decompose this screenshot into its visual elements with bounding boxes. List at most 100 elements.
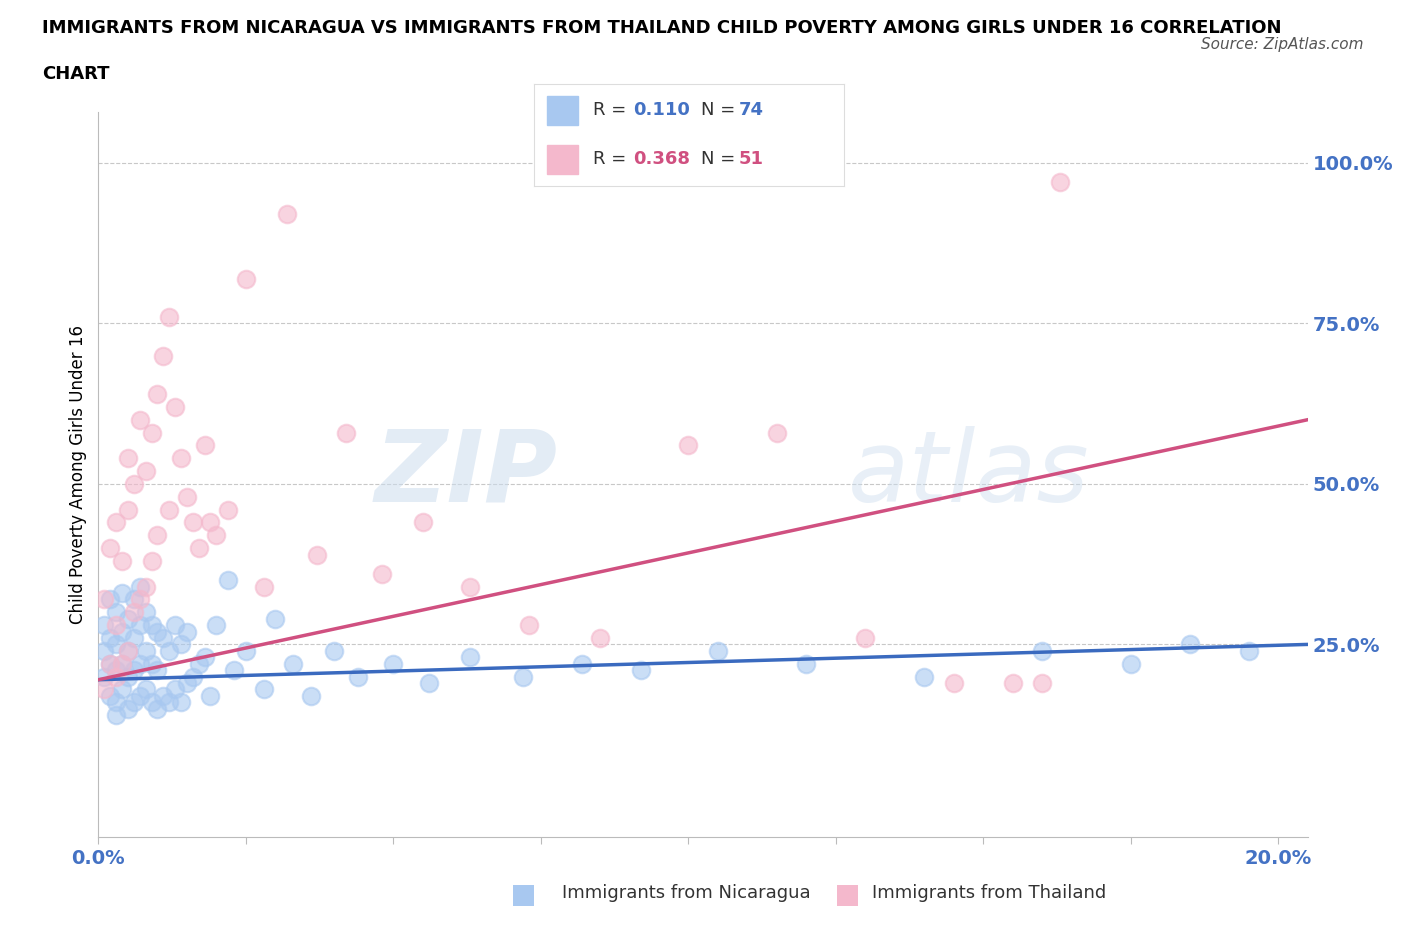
Point (217, 502, 239, 517)
Point (299, 688, 322, 703)
Point (323, 644, 346, 658)
Point (200, 515, 222, 530)
Point (98, 688, 121, 703)
Point (117, 502, 139, 517)
Point (105, 618, 128, 632)
Point (152, 688, 174, 703)
Text: R =: R = (593, 101, 633, 119)
Point (157, 502, 180, 517)
Point (128, 412, 150, 427)
Point (98, 657, 121, 671)
Text: ZIP: ZIP (375, 426, 558, 523)
Point (105, 708, 128, 723)
Text: 0.110: 0.110 (633, 101, 690, 119)
Point (105, 669, 128, 684)
Point (412, 515, 434, 530)
Text: IMMIGRANTS FROM NICARAGUA VS IMMIGRANTS FROM THAILAND CHILD POVERTY AMONG GIRLS : IMMIGRANTS FROM NICARAGUA VS IMMIGRANTS … (42, 19, 1282, 36)
Point (93, 592, 115, 607)
Point (194, 650, 217, 665)
Text: Immigrants from Nicaragua: Immigrants from Nicaragua (562, 884, 811, 902)
Point (370, 566, 392, 581)
Point (181, 669, 204, 684)
Point (335, 425, 357, 440)
Text: R =: R = (593, 151, 633, 168)
Point (942, 675, 965, 690)
Point (141, 618, 163, 632)
Point (128, 618, 150, 632)
Point (706, 644, 728, 658)
Point (1031, 675, 1053, 690)
Text: CHART: CHART (42, 65, 110, 83)
Point (152, 348, 174, 363)
Point (135, 644, 157, 658)
Point (281, 657, 304, 671)
Point (135, 464, 157, 479)
Point (912, 669, 935, 684)
Point (93, 618, 115, 632)
Point (1001, 675, 1024, 690)
Point (187, 657, 209, 671)
Point (105, 604, 128, 619)
Point (122, 631, 145, 645)
Point (678, 438, 700, 453)
Point (152, 631, 174, 645)
Point (111, 657, 134, 671)
Point (165, 400, 187, 415)
Point (146, 387, 169, 402)
Text: Immigrants from Thailand: Immigrants from Thailand (872, 884, 1107, 902)
Point (98, 657, 121, 671)
Point (205, 618, 228, 632)
Point (517, 618, 540, 632)
Point (128, 579, 150, 594)
Point (141, 657, 163, 671)
Point (111, 682, 134, 697)
Point (93, 669, 115, 684)
Text: atlas: atlas (848, 426, 1090, 523)
Point (181, 515, 204, 530)
Point (853, 631, 876, 645)
Point (135, 604, 157, 619)
Point (111, 553, 134, 568)
Point (93, 644, 115, 658)
Point (111, 586, 134, 601)
Point (276, 206, 298, 221)
Bar (547, 145, 578, 174)
Point (347, 669, 370, 684)
Point (176, 675, 198, 690)
Point (458, 579, 481, 594)
Point (128, 592, 150, 607)
Point (135, 579, 157, 594)
Text: 0.368: 0.368 (633, 151, 690, 168)
Point (176, 489, 198, 504)
Point (117, 451, 139, 466)
Point (111, 657, 134, 671)
Point (128, 657, 150, 671)
Text: N =: N = (702, 101, 741, 119)
Point (157, 644, 180, 658)
Point (252, 682, 274, 697)
Point (105, 663, 128, 678)
Point (170, 637, 193, 652)
Point (135, 682, 157, 697)
Point (458, 650, 481, 665)
Point (141, 553, 163, 568)
Point (187, 540, 209, 555)
Point (1049, 175, 1071, 190)
Point (264, 611, 287, 626)
Point (176, 624, 198, 639)
Point (165, 618, 187, 632)
Point (382, 657, 405, 671)
Point (98, 631, 121, 645)
Point (194, 438, 217, 453)
Point (146, 663, 169, 678)
Point (122, 604, 145, 619)
Text: 51: 51 (738, 151, 763, 168)
Point (122, 663, 145, 678)
Point (630, 663, 652, 678)
Point (222, 663, 245, 678)
Point (794, 657, 817, 671)
Point (252, 579, 274, 594)
Point (571, 657, 593, 671)
Point (589, 631, 612, 645)
Point (93, 682, 115, 697)
